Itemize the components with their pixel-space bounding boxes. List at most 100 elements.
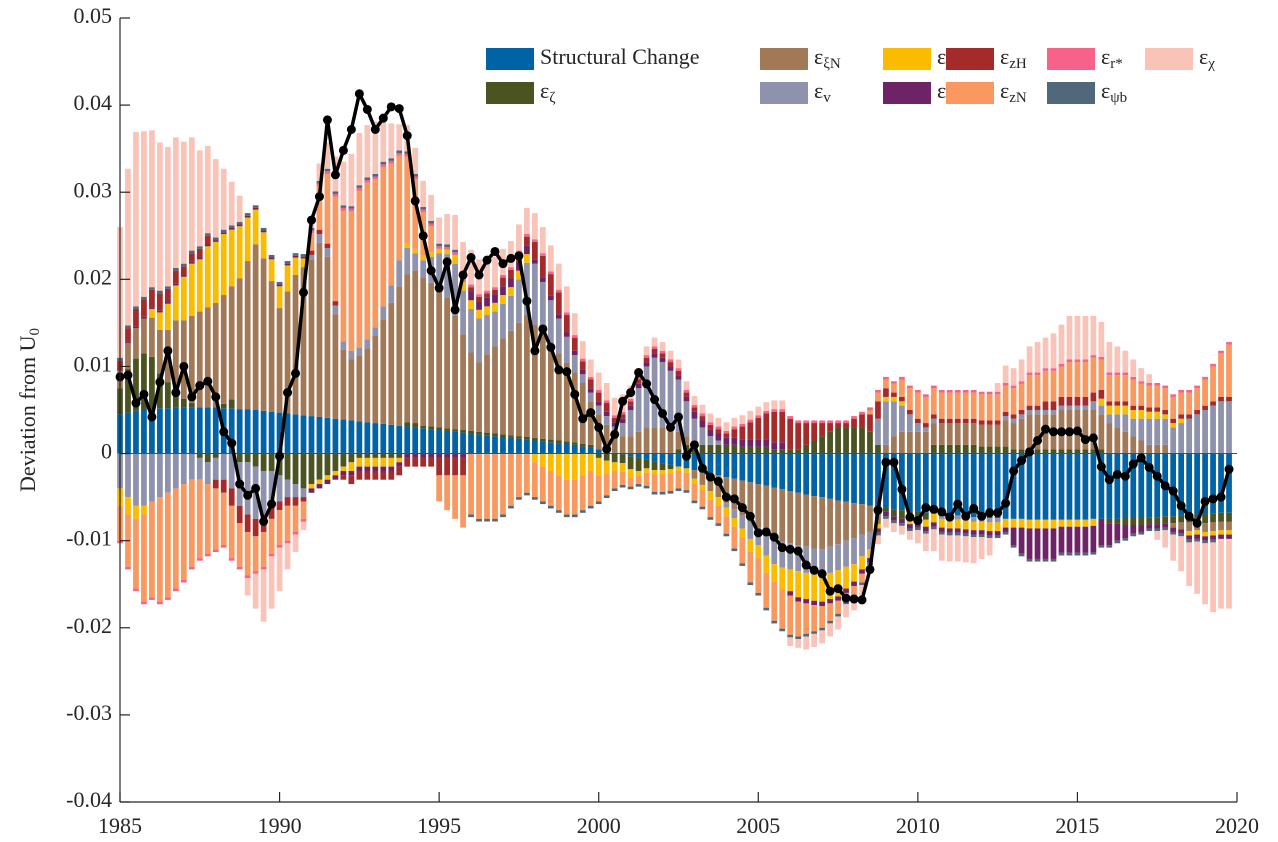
- bar-segment: [157, 310, 163, 313]
- bar-segment: [1138, 418, 1145, 441]
- bar-segment: [1170, 396, 1177, 419]
- bar-segment: [212, 549, 219, 552]
- bar-segment: [196, 558, 203, 561]
- line-marker: [634, 368, 644, 378]
- bar-segment: [133, 358, 139, 411]
- bar-segment: [164, 453, 171, 493]
- bar-segment: [891, 396, 897, 402]
- bar-segment: [739, 423, 746, 427]
- line-marker: [259, 517, 269, 527]
- bar-segment: [308, 488, 315, 493]
- bar-segment: [747, 521, 754, 539]
- bar-segment: [364, 177, 371, 181]
- bar-segment: [859, 556, 865, 570]
- line-marker: [203, 376, 213, 386]
- line-marker: [602, 444, 612, 454]
- bar-segment: [316, 484, 323, 489]
- bar-segment: [500, 277, 506, 287]
- bar-segment: [891, 523, 897, 532]
- bar-segment: [292, 253, 299, 256]
- bar-segment: [1218, 353, 1224, 397]
- bar-segment: [899, 431, 905, 454]
- bar-segment: [436, 246, 443, 249]
- bar-segment: [755, 417, 762, 440]
- bar-segment: [867, 414, 873, 432]
- bar-segment: [1226, 401, 1232, 454]
- bar-segment: [563, 362, 570, 442]
- bar-segment: [348, 475, 355, 485]
- bar-segment: [1146, 374, 1153, 383]
- bar-segment: [1050, 368, 1057, 371]
- bar-segment: [619, 423, 626, 437]
- bar-segment: [699, 416, 706, 421]
- bar-segment: [244, 453, 251, 463]
- bar-segment: [739, 439, 746, 447]
- bar-segment: [555, 443, 562, 454]
- bar-segment: [516, 322, 522, 437]
- bar-segment: [755, 446, 762, 454]
- line-marker: [514, 251, 524, 261]
- bar-segment: [563, 514, 570, 518]
- bar-segment: [587, 388, 594, 393]
- bar-segment: [1122, 350, 1129, 373]
- bar-segment: [149, 356, 155, 410]
- bar-segment: [962, 389, 969, 393]
- bar-segment: [1218, 512, 1224, 522]
- bar-segment: [1082, 552, 1089, 556]
- bar-segment: [444, 247, 450, 250]
- bar-segment: [763, 533, 770, 556]
- bar-segment: [699, 413, 706, 417]
- bar-segment: [300, 453, 307, 489]
- bar-segment: [595, 457, 602, 476]
- bar-segment: [755, 592, 762, 596]
- bar-segment: [811, 631, 818, 634]
- bar-segment: [603, 382, 610, 401]
- bar-segment: [1154, 385, 1161, 408]
- bar-segment: [268, 257, 275, 260]
- bar-segment: [1146, 453, 1153, 518]
- bar-segment: [659, 474, 666, 492]
- bar-segment: [524, 439, 530, 454]
- bar-segment: [779, 628, 786, 632]
- bar-segment: [627, 453, 634, 457]
- bar-segment: [133, 326, 139, 329]
- line-marker: [1216, 492, 1226, 502]
- bar-segment: [532, 263, 538, 325]
- bar-segment: [859, 573, 865, 583]
- bar-segment: [970, 517, 977, 522]
- bar-segment: [763, 413, 770, 440]
- line-marker: [1104, 475, 1114, 485]
- bar-segment: [260, 258, 267, 411]
- bar-segment: [675, 466, 682, 471]
- bar-segment: [1098, 405, 1105, 415]
- bar-segment: [149, 501, 155, 598]
- bar-segment: [1186, 418, 1193, 454]
- bar-segment: [994, 391, 1001, 395]
- bar-segment: [252, 453, 259, 467]
- bar-segment: [907, 414, 913, 432]
- bar-segment: [372, 176, 379, 180]
- bar-segment: [707, 517, 714, 520]
- bar-segment: [228, 225, 235, 228]
- bar-segment: [1002, 365, 1009, 383]
- bar-segment: [444, 428, 450, 431]
- line-marker: [961, 511, 971, 521]
- bar-segment: [643, 468, 650, 473]
- bar-segment: [1170, 394, 1177, 397]
- bar-segment: [284, 291, 291, 414]
- bar-segment: [1130, 410, 1137, 419]
- bar-segment: [563, 332, 570, 337]
- bar-segment: [468, 284, 474, 288]
- bar-segment: [164, 146, 171, 287]
- line-marker: [833, 584, 843, 594]
- bar-segment: [954, 418, 961, 424]
- bar-segment: [547, 295, 554, 301]
- bar-segment: [555, 292, 562, 315]
- bar-segment: [204, 553, 211, 557]
- bar-segment: [914, 511, 921, 519]
- bar-segment: [420, 255, 427, 261]
- legend-label: εζ: [540, 78, 555, 106]
- bar-segment: [922, 396, 929, 424]
- bar-segment: [1186, 389, 1193, 393]
- bar-segment: [539, 501, 546, 505]
